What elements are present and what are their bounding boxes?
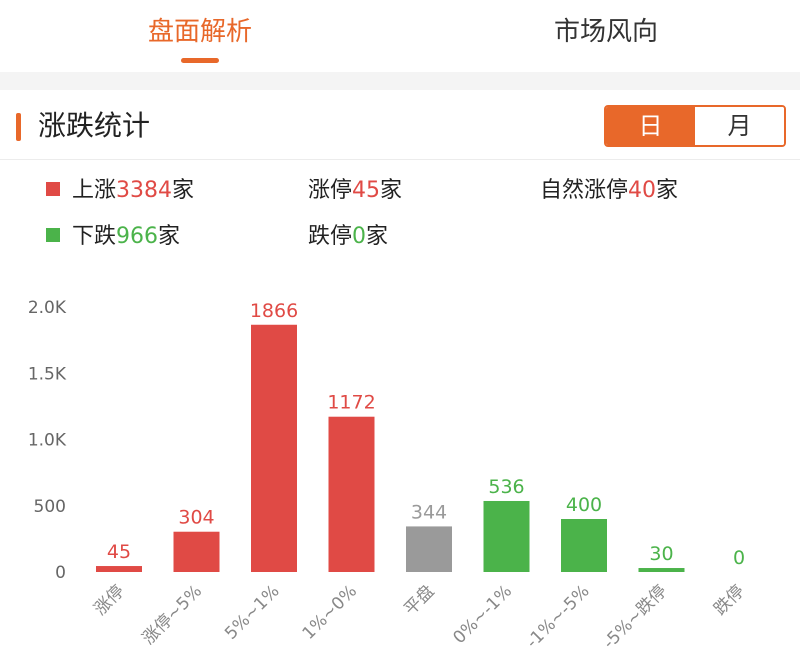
distribution-bar-chart: 0 500 1.0K 1.5K 2.0K 45 涨停 304 涨停~5% 1866 5%~1% 117…: [28, 298, 749, 653]
stat-limit-down-prefix: 跌停: [308, 224, 353, 249]
x-category-label: -1%~-5%: [523, 581, 594, 652]
stat-natural-limit-up-value: 40: [628, 178, 657, 203]
stat-limit-down-suffix: 家: [366, 224, 389, 249]
x-category-label: 5%~1%: [221, 581, 283, 643]
y-tick-label: 1.5K: [28, 364, 67, 384]
stat-down-value: 966: [116, 224, 159, 249]
x-category-label: 涨停: [90, 581, 128, 619]
bar-value-label: 30: [649, 543, 673, 565]
bar-value-label: 344: [411, 501, 447, 523]
x-category-label: 1%~0%: [299, 581, 361, 643]
stat-down-prefix: 下跌: [72, 224, 117, 249]
stat-up-value: 3384: [116, 178, 173, 203]
top-tab-bar: 盘面解析 市场风向: [0, 0, 800, 72]
active-tab-indicator: [181, 58, 219, 63]
bar: [96, 566, 142, 572]
bar: [173, 531, 220, 572]
bar: [483, 500, 530, 572]
up-swatch: [46, 182, 60, 196]
x-category-label: 涨停~5%: [139, 581, 206, 648]
period-month-button[interactable]: 月: [695, 107, 784, 145]
bar: [251, 324, 297, 572]
y-tick-label: 0: [55, 563, 66, 583]
bar-value-label: 304: [178, 507, 214, 529]
x-category-label: 平盘: [400, 581, 438, 619]
stat-natural-limit-up: 自然涨停40家: [540, 176, 678, 206]
bar-value-label: 1172: [327, 392, 375, 414]
x-category-label: 0%~-1%: [449, 581, 516, 648]
section-header: 涨跌统计 日 月: [0, 90, 800, 160]
y-tick-label: 2.0K: [28, 298, 67, 318]
x-category-label: 跌停: [710, 581, 748, 619]
bar-value-label: 536: [488, 476, 524, 498]
bar: [638, 568, 685, 572]
bar-value-label: 1866: [250, 300, 298, 322]
stat-up: 上涨3384家: [46, 176, 194, 206]
stat-limit-up-prefix: 涨停: [308, 178, 353, 203]
section-title: 涨跌统计: [38, 109, 151, 142]
stat-limit-up: 涨停45家: [308, 176, 402, 206]
down-swatch: [46, 228, 60, 242]
stat-natural-limit-up-suffix: 家: [656, 178, 679, 203]
bar-value-label: 0: [733, 547, 745, 569]
bar: [328, 416, 375, 572]
x-category-label: -5%~跌停: [599, 581, 671, 653]
stat-limit-up-suffix: 家: [380, 178, 403, 203]
section-accent-bar: [16, 113, 21, 141]
stat-natural-limit-up-prefix: 自然涨停: [540, 178, 629, 203]
stat-limit-down: 跌停0家: [308, 222, 388, 252]
bar-value-label: 45: [107, 541, 131, 563]
y-tick-label: 1.0K: [28, 431, 67, 451]
stat-limit-up-value: 45: [352, 178, 381, 203]
period-toggle: 日 月: [604, 105, 786, 147]
stat-down-suffix: 家: [158, 224, 181, 249]
stat-down: 下跌966家: [46, 222, 180, 252]
stat-up-suffix: 家: [172, 178, 195, 203]
tab-market-analysis[interactable]: 盘面解析: [147, 17, 252, 47]
tab-market-trend[interactable]: 市场风向: [553, 17, 658, 47]
y-tick-label: 500: [34, 497, 66, 517]
bar: [561, 519, 607, 572]
bar: [406, 526, 452, 572]
bar-value-label: 400: [566, 494, 602, 516]
stat-up-prefix: 上涨: [72, 178, 117, 203]
period-day-button[interactable]: 日: [606, 107, 695, 145]
stat-limit-down-value: 0: [352, 224, 367, 249]
section-divider-band: [0, 72, 800, 90]
